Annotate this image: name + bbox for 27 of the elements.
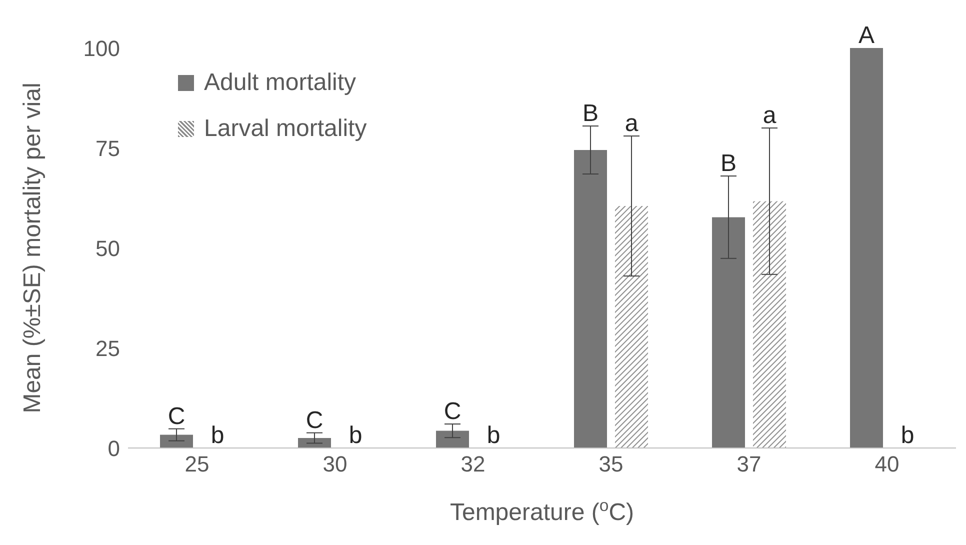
y-tick-label: 25 (96, 336, 120, 361)
data-label: b (210, 422, 224, 449)
x-tick-label: 40 (874, 452, 900, 477)
data-label: b (900, 422, 914, 449)
data-label: C (444, 398, 462, 425)
data-label: b (348, 422, 362, 449)
legend-label: Larval mortality (204, 115, 367, 143)
data-label: A (858, 22, 875, 49)
data-label: b (486, 422, 500, 449)
y-axis-title: Mean (%±SE) mortality per vial (19, 82, 46, 414)
x-axis-title: Temperature ($^{o}$C) (450, 496, 634, 526)
legend-label: Adult mortality (204, 69, 356, 97)
y-tick-label: 100 (83, 36, 120, 61)
x-tick-label: 32 (460, 452, 486, 477)
data-label: B (582, 100, 599, 127)
data-label: C (168, 402, 186, 430)
y-tick-label: 50 (96, 236, 120, 261)
data-label: C (306, 406, 324, 434)
data-label: B (720, 150, 737, 177)
x-tick-label: 35 (598, 452, 624, 477)
x-tick-label: 30 (322, 452, 348, 477)
y-tick-label: 75 (96, 136, 120, 161)
y-tick-label: 0 (108, 436, 120, 461)
data-label: a (624, 110, 639, 137)
x-tick-label: 25 (184, 452, 210, 477)
x-tick-label: 37 (736, 452, 762, 477)
data-label: a (762, 102, 777, 129)
